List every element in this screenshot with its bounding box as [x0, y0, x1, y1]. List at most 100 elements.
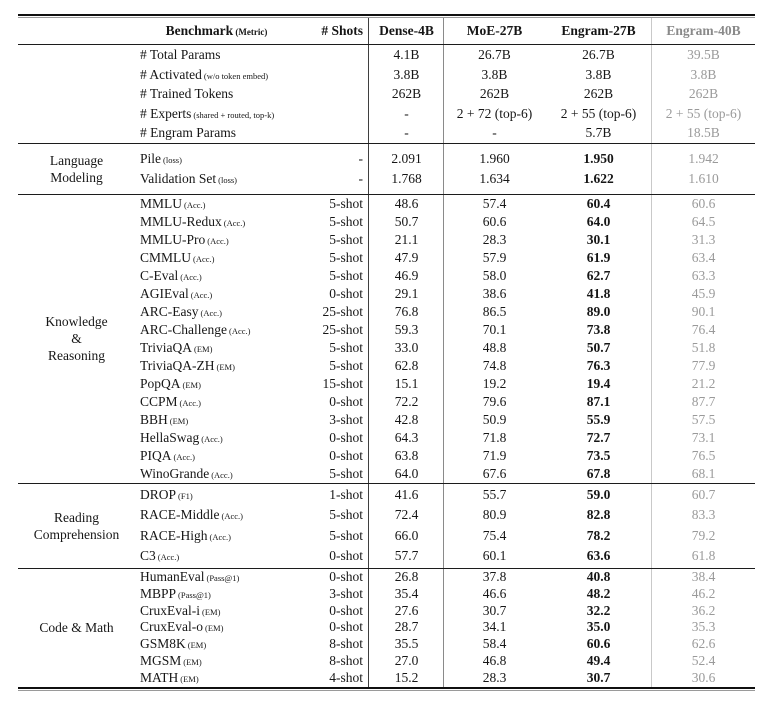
value-cell-engram-27b: 49.4	[586, 652, 611, 668]
table-row: Pile (loss) - 2.091 1.960 1.950 1.942	[135, 149, 755, 169]
value-cell-engram-40b: 39.5B	[687, 47, 720, 62]
benchmark-name: MMLU (Acc.)	[140, 195, 206, 211]
shots-cell: 8-shot	[329, 636, 363, 652]
section-category-label: Knowledge & Reasoning	[18, 195, 135, 483]
category-line: Modeling	[50, 169, 103, 185]
value-cell-dense-4b: 57.7	[394, 548, 419, 564]
value-cell-dense-4b: 35.4	[394, 585, 419, 601]
table-row: MBPP (Pass@1) 3-shot 35.4 46.6 48.2 46.2	[135, 586, 755, 603]
value-cell-dense-4b: 63.8	[394, 447, 419, 463]
metric-label: (EM)	[182, 379, 201, 390]
value-cell-engram-27b: 89.0	[586, 303, 611, 319]
value-cell-engram-40b: 31.3	[691, 231, 716, 247]
category-line: Reading	[54, 509, 99, 525]
metric-label: (Acc.)	[193, 253, 215, 264]
shots-cell: -	[358, 150, 364, 166]
shots-cell: 0-shot	[329, 602, 363, 618]
value-cell-dense-4b: 47.9	[394, 249, 419, 265]
value-cell-moe-27b: 37.8	[482, 568, 507, 584]
value-cell-engram-27b: 40.8	[586, 568, 611, 584]
vertical-rule	[443, 143, 444, 194]
table-header-row: Benchmark (Metric) # Shots Dense-4B MoE-…	[18, 18, 755, 44]
value-cell-moe-27b: 71.9	[482, 447, 507, 463]
benchmark-name: HellaSwag (Acc.)	[140, 429, 223, 445]
value-cell-moe-27b: 60.6	[482, 213, 507, 229]
value-cell-dense-4b: 50.7	[394, 213, 419, 229]
table-row: AGIEval (Acc.) 0-shot 29.1 38.6 41.8 45.9	[135, 285, 755, 303]
value-cell-moe-27b: 2 + 72 (top-6)	[456, 105, 533, 121]
value-cell-engram-40b: 79.2	[691, 527, 716, 543]
metric-label: (Acc.)	[190, 289, 213, 300]
metric-label: (Pass@1)	[206, 572, 240, 583]
benchmark-name: # Experts (shared + routed, top-k)	[140, 105, 275, 121]
shots-cell: 0-shot	[329, 568, 363, 584]
shots-cell: 5-shot	[329, 231, 363, 247]
benchmark-name: MGSM (EM)	[140, 652, 202, 668]
value-cell-moe-27b: 58.4	[482, 636, 507, 652]
metric-label: (Acc.)	[223, 217, 246, 228]
value-cell-engram-27b: 63.6	[586, 548, 611, 564]
value-cell-engram-40b: 90.1	[691, 303, 716, 319]
table-row: HumanEval (Pass@1) 0-shot 26.8 37.8 40.8 38.4	[135, 569, 755, 586]
benchmark-name: ARC-Challenge (Acc.)	[140, 321, 251, 337]
table-row: MMLU-Redux (Acc.) 5-shot 50.7 60.6 64.0 64.5	[135, 213, 755, 231]
benchmark-name: Validation Set (loss)	[140, 170, 238, 186]
benchmark-name: MMLU-Redux (Acc.)	[140, 213, 246, 229]
shots-cell: 0-shot	[329, 619, 363, 635]
value-cell-moe-27b: 3.8B	[481, 66, 508, 82]
value-cell-moe-27b: 71.8	[482, 429, 507, 445]
table-top-rule	[18, 14, 755, 18]
metric-label: (EM)	[202, 606, 221, 617]
value-cell-dense-4b: 21.1	[394, 231, 419, 247]
section-category-label: Language Modeling	[18, 144, 135, 194]
value-cell-engram-27b: 48.2	[586, 585, 611, 601]
value-cell-engram-27b: 2 + 55 (top-6)	[560, 105, 637, 121]
table-row: # Total Params 4.1B 26.7B 26.7B 39.5B	[135, 45, 755, 65]
shots-cell	[298, 65, 369, 87]
metric-label: (w/o token embed)	[203, 70, 269, 81]
table-row: PopQA (EM) 15-shot 15.1 19.2 19.4 21.2	[135, 375, 755, 393]
benchmark-name: RACE-Middle (Acc.)	[140, 507, 243, 523]
metric-label: (EM)	[216, 361, 235, 372]
table-row: MMLU (Acc.) 5-shot 48.6 57.4 60.4 60.6	[135, 195, 755, 213]
value-cell-engram-40b: 63.3	[691, 267, 716, 283]
vertical-rule	[443, 568, 444, 687]
category-line: &	[71, 331, 82, 347]
value-cell-engram-40b: 52.4	[691, 652, 716, 668]
value-cell-engram-40b: 76.5	[691, 447, 716, 463]
metric-header-label: (Metric)	[235, 27, 268, 37]
value-cell-moe-27b: -	[492, 125, 497, 141]
shots-cell: 5-shot	[329, 465, 363, 481]
results-table: Benchmark (Metric) # Shots Dense-4B MoE-…	[18, 14, 755, 691]
value-cell-dense-4b: 262B	[391, 86, 422, 102]
category-line: Reasoning	[48, 348, 105, 364]
value-cell-engram-40b: 63.4	[691, 249, 716, 265]
benchmark-name: MATH (EM)	[140, 669, 199, 685]
value-cell-moe-27b: 262B	[479, 86, 510, 102]
value-cell-engram-27b: 78.2	[586, 527, 611, 543]
benchmark-name: # Engram Params	[140, 125, 236, 141]
value-cell-dense-4b: 26.8	[394, 568, 419, 584]
shots-cell	[298, 45, 369, 65]
table-row: TriviaQA-ZH (EM) 5-shot 62.8 74.8 76.3 77.9	[135, 357, 755, 375]
table-row: C3 (Acc.) 0-shot 57.7 60.1 63.6 61.8	[135, 546, 755, 567]
benchmark-name: MBPP (Pass@1)	[140, 585, 211, 601]
shots-cell	[298, 104, 369, 126]
value-cell-moe-27b: 57.9	[482, 249, 507, 265]
table-row: CMMLU (Acc.) 5-shot 47.9 57.9 61.9 63.4	[135, 249, 755, 267]
column-header-dense-4b: Dense-4B	[379, 23, 434, 38]
value-cell-engram-27b: 262B	[583, 86, 614, 102]
metric-label: (loss)	[163, 154, 182, 165]
table-row: DROP (F1) 1-shot 41.6 55.7 59.0 60.7	[135, 485, 755, 506]
value-cell-engram-40b: 18.5B	[687, 125, 720, 141]
value-cell-engram-40b: 46.2	[691, 585, 716, 601]
value-cell-moe-27b: 75.4	[482, 527, 507, 543]
benchmark-name: CruxEval-o (EM)	[140, 619, 224, 635]
metric-label: (Acc.)	[173, 451, 195, 462]
table-row: # Activated (w/o token embed) 3.8B 3.8B 3.8B…	[135, 65, 755, 85]
value-cell-engram-40b: 68.1	[691, 465, 716, 481]
value-cell-engram-27b: 30.1	[586, 231, 611, 247]
table-section: Language Modeling Pile (loss) - 2.091 1.960 1.9…	[18, 143, 755, 194]
metric-label: (Acc.)	[179, 397, 202, 408]
value-cell-engram-40b: 2 + 55 (top-6)	[665, 105, 742, 121]
